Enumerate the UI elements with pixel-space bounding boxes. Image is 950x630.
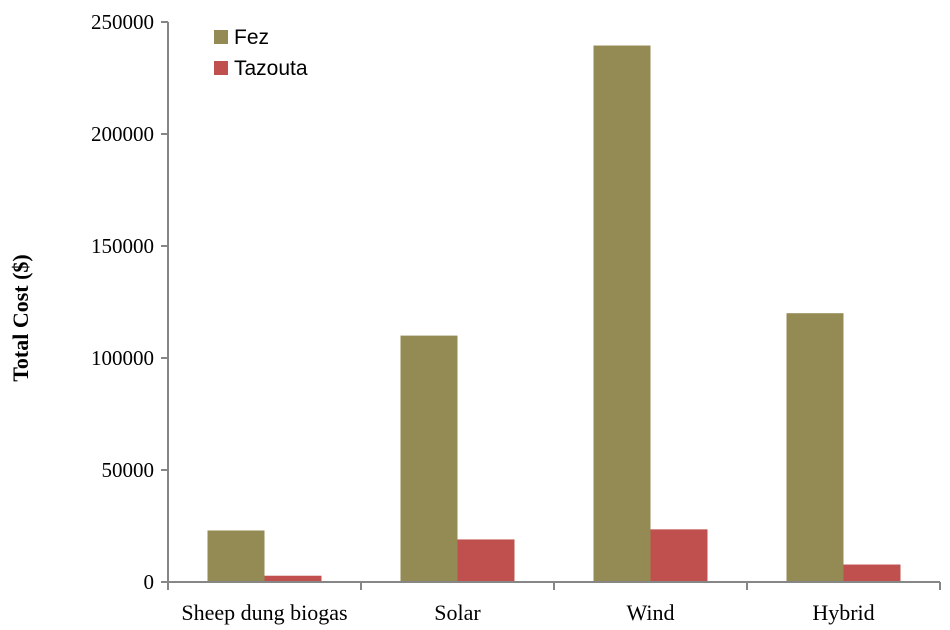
x-category-label: Wind: [627, 600, 675, 625]
bar-tazouta-1: [457, 539, 515, 582]
legend-swatch-fez: [214, 30, 228, 44]
legend-swatch-tazouta: [214, 61, 228, 75]
legend-label-fez: Fez: [234, 26, 269, 49]
x-ticks-group: [167, 582, 941, 590]
bar-tazouta-2: [650, 529, 708, 582]
bar-fez-2: [593, 45, 651, 582]
bar-fez-0: [207, 530, 265, 582]
y-tick-label: 150000: [91, 234, 154, 258]
y-tick-label: 200000: [91, 122, 154, 146]
y-tick-label: 0: [144, 570, 155, 594]
bar-fez-3: [786, 313, 844, 582]
y-tick-label: 100000: [91, 346, 154, 370]
legend: Fez Tazouta: [214, 26, 308, 80]
y-tick-label: 250000: [91, 10, 154, 34]
bars-group: [207, 45, 901, 582]
y-ticks-group: 0 50000 100000 150000 200000 250000: [91, 10, 168, 594]
bar-tazouta-3: [843, 564, 901, 582]
x-category-label: Hybrid: [812, 600, 874, 625]
legend-label-tazouta: Tazouta: [234, 57, 308, 80]
category-labels-group: Sheep dung biogas Solar Wind Hybrid: [181, 600, 874, 625]
x-category-label: Sheep dung biogas: [181, 600, 347, 625]
x-category-label: Solar: [434, 600, 481, 625]
y-tick-label: 50000: [102, 458, 155, 482]
bar-tazouta-0: [264, 575, 322, 582]
y-axis-title: Total Cost ($): [8, 254, 33, 382]
bar-fez-1: [400, 335, 458, 582]
